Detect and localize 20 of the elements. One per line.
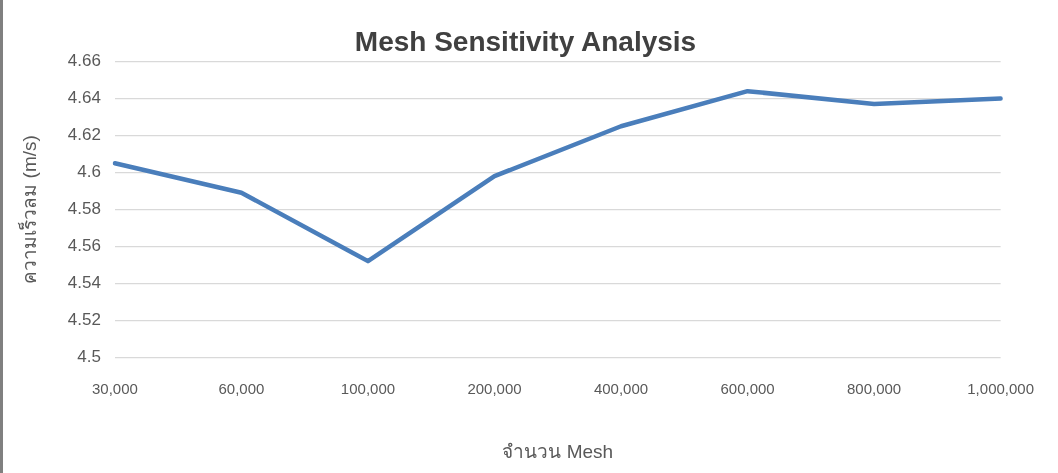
y-tick-label: 4.64: [67, 88, 101, 108]
y-tick-label: 4.54: [67, 272, 101, 292]
x-tick-label: 800,000: [846, 380, 902, 398]
x-tick-label: 100,000: [340, 380, 396, 398]
y-axis-title: ความเร็วลม (m/s): [16, 135, 40, 284]
y-tick-label: 4.56: [67, 236, 101, 256]
x-axis-title: จำนวน Mesh: [502, 440, 614, 462]
y-tick-label: 4.58: [67, 199, 101, 219]
x-tick-label: 1,000,000: [967, 380, 1034, 398]
y-tick-label: 4.5: [77, 346, 101, 366]
y-tick-label: 4.62: [67, 125, 101, 145]
x-tick-label: 400,000: [593, 380, 649, 398]
y-tick-label: 4.52: [67, 309, 101, 329]
x-tick-label: 60,000: [218, 380, 265, 398]
x-tick-label: 30,000: [91, 380, 138, 398]
y-tick-label: 4.6: [77, 162, 101, 182]
x-tick-label: 600,000: [720, 380, 775, 398]
chart-title: Mesh Sensitivity Analysis: [354, 25, 697, 57]
x-tick-label: 200,000: [467, 380, 522, 398]
y-tick-label: 4.66: [67, 51, 101, 71]
